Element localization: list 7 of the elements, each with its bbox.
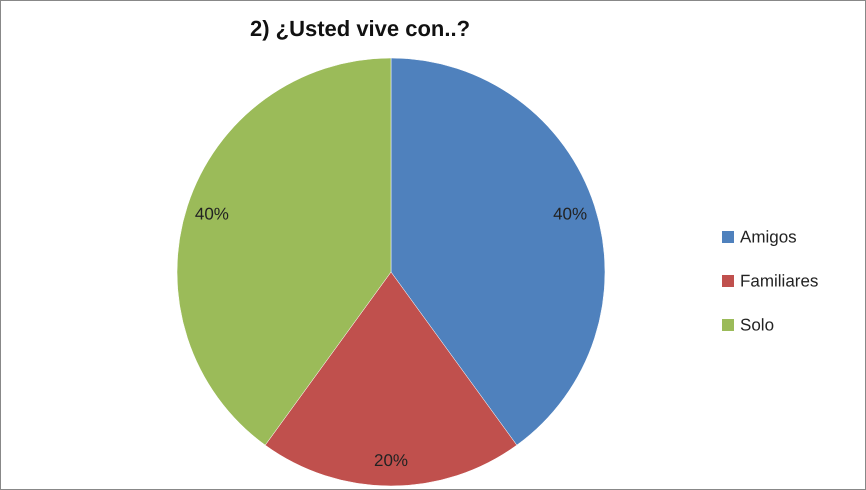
legend-label: Solo	[740, 316, 774, 334]
chart-title: 2) ¿Usted vive con..?	[250, 16, 470, 41]
legend-label: Familiares	[740, 272, 818, 290]
data-label: 20%	[374, 450, 408, 470]
data-label: 40%	[553, 204, 588, 224]
legend-label: Amigos	[740, 228, 797, 246]
data-label: 40%	[194, 204, 229, 224]
